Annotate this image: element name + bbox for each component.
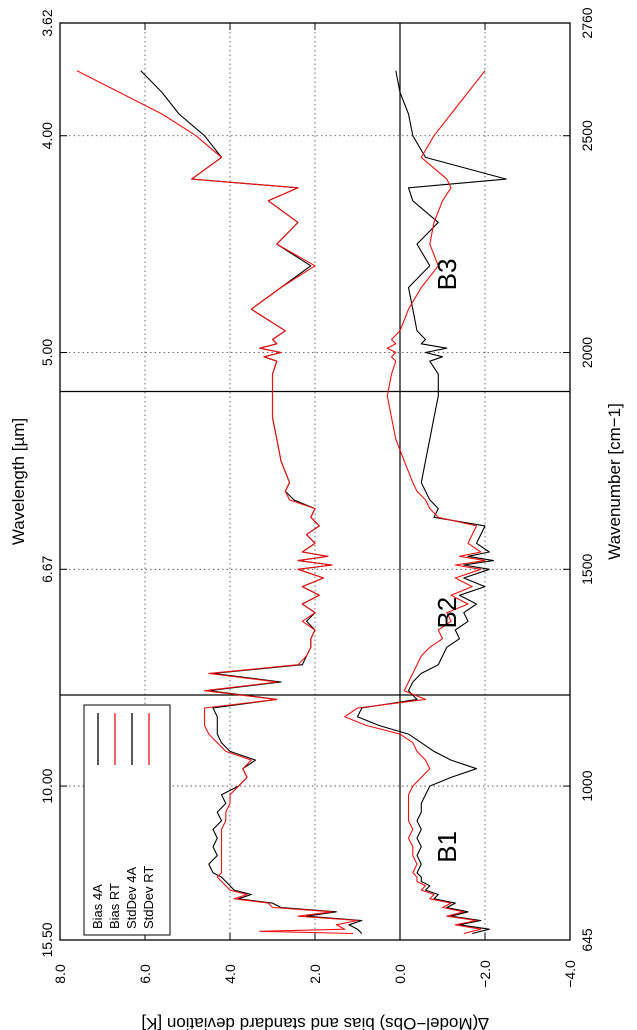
band-label-b2: B2 <box>432 597 462 629</box>
legend-label-0: Bias 4A <box>90 884 105 929</box>
wavenumber-tick-label-2: 1500 <box>579 554 595 585</box>
x-axis-label-top: Wavelength [µm] <box>9 418 28 545</box>
wavelength-tick-label-2: 6.67 <box>39 555 55 582</box>
series-line-bias-4a <box>140 70 363 934</box>
wavenumber-tick-label-5: 2760 <box>579 7 595 38</box>
wavenumber-tick-label-0: 645 <box>579 928 595 952</box>
value-tick-label-2: 4.0 <box>222 964 238 984</box>
legend-label-2: StdDev 4A <box>124 867 139 929</box>
wavenumber-tick-label-1: 1000 <box>579 770 595 801</box>
series-line-bias-rt <box>76 70 359 935</box>
value-tick-label-3: 2.0 <box>307 964 323 984</box>
y-axis-label: ∆(Model−Obs) bias and standard deviation… <box>141 1014 488 1030</box>
value-tick-label-4: 0.0 <box>392 964 408 984</box>
x-axis-label-bottom: Wavenumber [cm−1] <box>605 403 624 560</box>
wavenumber-tick-label-4: 2500 <box>579 120 595 151</box>
series-line-stddev-4a <box>356 70 507 935</box>
legend: Bias 4A Bias RT StdDev 4A StdDev RT <box>83 704 171 936</box>
wavenumber-tick-label-3: 2000 <box>579 337 595 368</box>
series-layer <box>76 70 507 935</box>
legend-label-3: StdDev RT <box>141 866 156 929</box>
value-tick-label-0: 8.0 <box>52 964 68 984</box>
wavelength-tick-label-0: 15.50 <box>39 922 55 957</box>
wavelength-tick-label-1: 10.00 <box>39 768 55 803</box>
wavelength-tick-label-3: 5.00 <box>39 339 55 366</box>
value-tick-label-1: 6.0 <box>137 964 153 984</box>
value-tick-label-5: −2.0 <box>477 960 493 988</box>
band-label-b1: B1 <box>432 831 462 863</box>
value-tick-label-6: −4.0 <box>562 960 578 988</box>
series-line-stddev-rt <box>344 70 486 935</box>
wavelength-tick-label-5: 3.62 <box>39 9 55 36</box>
legend-label-1: Bias RT <box>107 883 122 929</box>
wavelength-tick-label-4: 4.00 <box>39 122 55 149</box>
band-label-b3: B3 <box>432 259 462 291</box>
